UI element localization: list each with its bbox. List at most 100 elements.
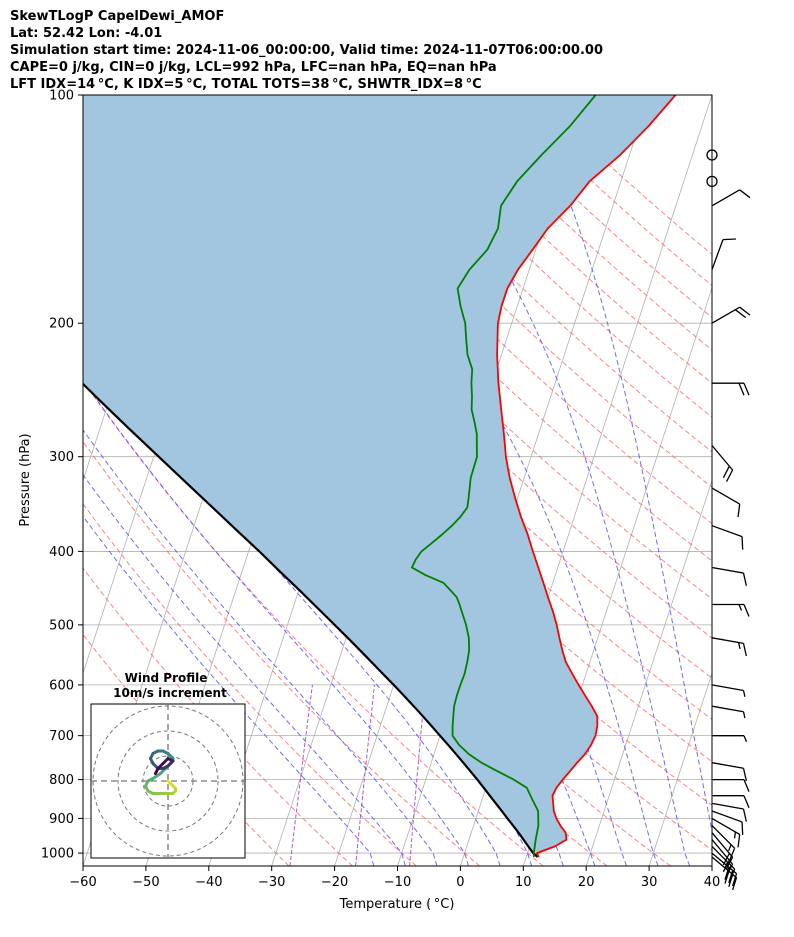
- barb-flag: [739, 306, 751, 316]
- barb-flag: [729, 847, 736, 861]
- x-tick-label: −60: [69, 875, 96, 890]
- barb-half-flag: [743, 735, 748, 742]
- barb-half-flag: [733, 831, 737, 839]
- dry-adiabat: [535, 95, 712, 255]
- barb-flag: [726, 863, 734, 876]
- isotherm-line: [397, 95, 650, 866]
- barb-flag: [722, 465, 730, 479]
- barb-flag: [743, 779, 750, 792]
- barb-shaft: [711, 839, 734, 865]
- y-tick-label: 500: [49, 618, 74, 633]
- barb-shaft: [711, 445, 734, 471]
- barb-half-flag: [728, 844, 732, 851]
- barb-flag: [729, 868, 736, 882]
- barb-shaft: [711, 817, 741, 835]
- y-tick-label: 700: [49, 729, 74, 744]
- barb-flag: [722, 238, 736, 241]
- barb-flag: [722, 859, 730, 873]
- wind-barbs: [706, 149, 751, 891]
- barb-half-flag: [738, 604, 743, 611]
- barb-shaft: [711, 832, 734, 858]
- wind-barb-calm: [706, 149, 718, 161]
- barb-shaft: [711, 845, 736, 870]
- wind-barb: [711, 825, 736, 861]
- dry-adiabat: [502, 95, 712, 287]
- x-tick-label: −50: [132, 875, 159, 890]
- barb-flag: [732, 877, 738, 891]
- barb-shaft: [711, 810, 743, 823]
- y-tick-label: 600: [49, 678, 74, 693]
- title-line-2: Lat: 52.42 Lon: -4.01: [10, 26, 163, 41]
- title-line-1: SkewTLogP CapelDewi_AMOF: [10, 9, 225, 24]
- isotherm-line: [585, 479, 712, 866]
- y-tick-label: 900: [49, 812, 74, 827]
- wind-barb: [711, 684, 746, 697]
- barb-flag: [742, 643, 747, 657]
- wind-barb-calm: [706, 175, 718, 188]
- inset-subtitle: 10m/s increment: [113, 686, 227, 700]
- barb-flag: [724, 867, 730, 880]
- barb-flag: [726, 469, 734, 482]
- moist-adiabat: [83, 379, 469, 866]
- x-tick-label: −20: [321, 875, 348, 890]
- data-layer: [83, 95, 677, 858]
- barb-flag: [722, 853, 730, 866]
- barb-half-flag: [737, 642, 741, 649]
- temperature-line: [496, 95, 677, 858]
- barb-flag: [743, 795, 750, 808]
- wind-barb: [711, 762, 747, 782]
- barb-shaft: [711, 306, 741, 324]
- hodograph-segment: [151, 772, 162, 780]
- x-tick-label: 10: [515, 875, 532, 890]
- barb-flag: [742, 572, 747, 586]
- cape-cin-shading: [83, 95, 676, 857]
- wind-barb: [711, 306, 751, 324]
- y-tick-label: 200: [49, 317, 74, 332]
- barb-shaft: [711, 239, 724, 270]
- wind-barb: [711, 817, 741, 848]
- barb-shaft: [711, 825, 736, 849]
- wind-barb: [711, 525, 744, 550]
- barb-flag: [743, 382, 750, 396]
- title-line-3: Simulation start time: 2024-11-06_00:00:…: [10, 43, 603, 58]
- isotherm-line: [711, 864, 712, 866]
- hodograph-segment: [154, 767, 160, 775]
- isotherm-line: [83, 95, 84, 97]
- hodograph-ring: [117, 730, 219, 832]
- x-tick-label: −40: [195, 875, 222, 890]
- dry-adiabat: [469, 95, 712, 319]
- barb-flag: [737, 504, 741, 518]
- plot-area: −60 −50 −40 −30 −20 −10 0 10 20 30 40 1000 900 800 700…: [18, 89, 751, 912]
- barb-flag: [737, 834, 741, 848]
- dry-adiabat: [176, 95, 712, 639]
- axis-layer: −60 −50 −40 −30 −20 −10 0 10 20 30 40 1000 900 800 700…: [41, 89, 720, 891]
- wind-barb: [712, 382, 750, 396]
- wind-barb: [712, 795, 750, 808]
- barb-flag: [741, 536, 744, 550]
- barb-shaft: [711, 705, 744, 713]
- wind-barb: [711, 832, 734, 870]
- wind-barb: [711, 566, 747, 586]
- barb-flag: [742, 768, 747, 782]
- wind-profile-inset: Wind Profile 10m/s increment: [90, 671, 246, 859]
- moist-adiabat: [83, 323, 501, 866]
- wind-barb: [711, 189, 751, 207]
- y-tick-label: 800: [49, 773, 74, 788]
- wind-barb: [711, 810, 744, 835]
- mixing-ratio-line: [355, 684, 375, 866]
- barb-flag: [734, 309, 747, 319]
- barb-flag: [732, 873, 738, 887]
- barb-shaft: [711, 525, 743, 538]
- chart-title: SkewTLogP CapelDewi_AMOF Lat: 52.42 Lon:…: [10, 8, 603, 93]
- barb-shaft: [711, 566, 744, 574]
- parcel-line: [83, 382, 539, 858]
- barb-flag: [739, 189, 751, 199]
- inset-title: Wind Profile: [125, 671, 208, 685]
- dry-adiabat: [83, 503, 417, 866]
- x-tick-label: −10: [384, 875, 411, 890]
- wind-barb: [712, 603, 750, 617]
- barb-flag: [741, 821, 744, 835]
- moist-adiabat: [83, 429, 438, 866]
- y-tick-label: 1000: [41, 847, 74, 862]
